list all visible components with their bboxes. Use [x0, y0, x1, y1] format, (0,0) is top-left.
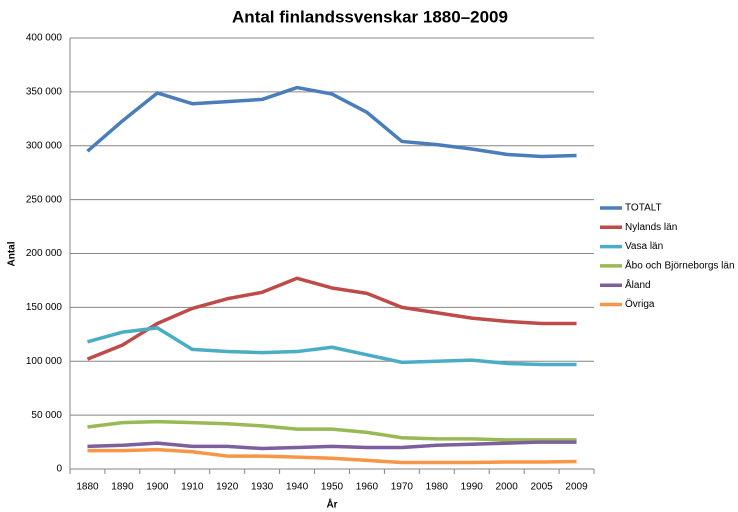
- legend-label: TOTALT: [625, 203, 662, 214]
- x-tick-label: 1880: [76, 482, 99, 493]
- x-tick-label: 1960: [356, 482, 379, 493]
- legend-label: Åland: [625, 278, 651, 291]
- x-tick-label: 1900: [146, 482, 169, 493]
- x-axis-label: År: [326, 498, 337, 511]
- series-line: [87, 440, 577, 451]
- y-tick-label: 150 000: [26, 302, 63, 313]
- x-tick-label: 1990: [461, 482, 484, 493]
- legend-label: Nylands län: [625, 222, 677, 233]
- series-line: [87, 447, 577, 465]
- x-tick-label: 1980: [426, 482, 449, 493]
- y-tick-label: 300 000: [26, 140, 63, 151]
- series-line: [86, 326, 577, 367]
- chart-title: Antal finlandssvenskar 1880–2009: [232, 7, 508, 26]
- x-tick-label: 2000: [496, 482, 519, 493]
- series-line: [87, 419, 577, 442]
- x-tick-label: 2005: [530, 482, 553, 493]
- y-tick-label: 350 000: [26, 87, 63, 98]
- x-tick-label: 1970: [391, 482, 414, 493]
- x-tick-label: 1940: [286, 482, 309, 493]
- y-tick-label: 0: [56, 464, 62, 475]
- legend-label: Vasa län: [625, 241, 663, 252]
- series-line: [86, 85, 577, 159]
- x-tick-label: 1920: [216, 482, 239, 493]
- x-tick-label: 1930: [251, 482, 274, 493]
- y-tick-label: 250 000: [26, 194, 63, 205]
- legend-label: Övriga: [625, 298, 655, 310]
- series-line: [86, 276, 577, 361]
- y-tick-label: 200 000: [26, 248, 63, 259]
- y-axis-label: Antal: [7, 241, 18, 266]
- y-tick-label: 50 000: [31, 410, 62, 421]
- x-tick-label: 2009: [565, 482, 588, 493]
- y-tick-label: 400 000: [26, 33, 63, 44]
- legend-label: Åbo och Björneborgs län: [625, 259, 735, 272]
- x-tick-label: 1910: [181, 482, 204, 493]
- x-tick-label: 1950: [321, 482, 344, 493]
- x-tick-label: 1890: [111, 482, 134, 493]
- y-tick-label: 100 000: [26, 356, 63, 367]
